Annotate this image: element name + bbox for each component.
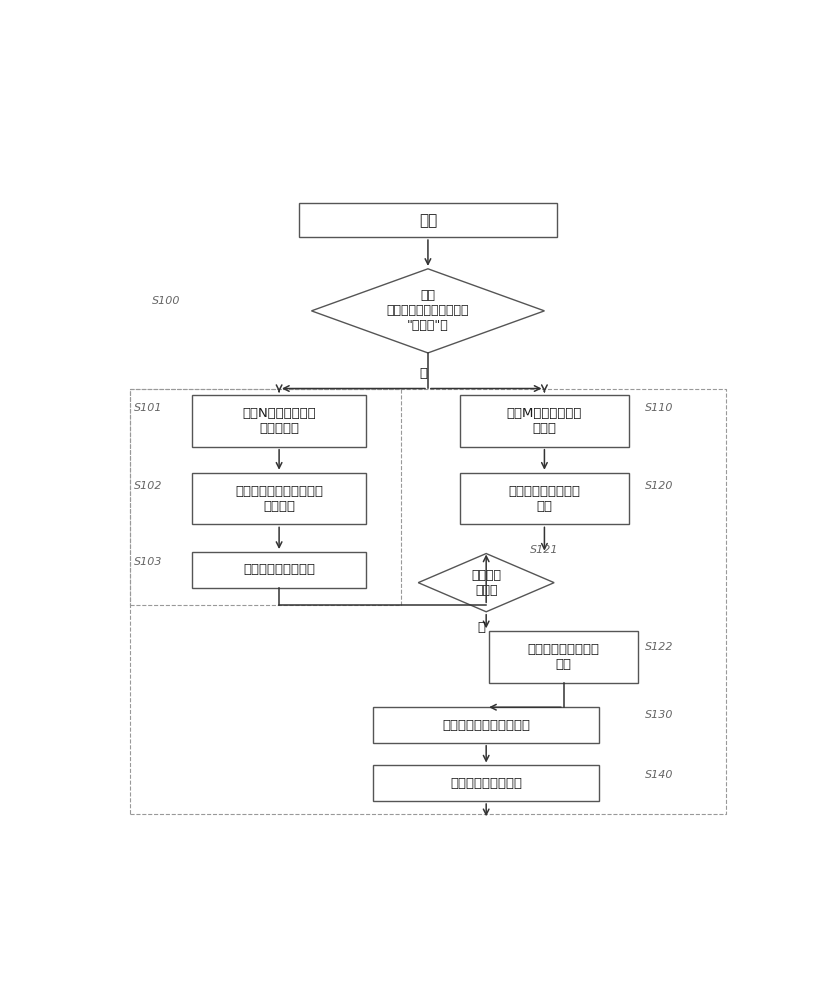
Text: 终端分发状态值更改: 终端分发状态值更改 [243,563,315,576]
FancyBboxPatch shape [299,203,558,237]
Text: 选择预定终端为来源
终端: 选择预定终端为来源 终端 [509,485,580,513]
Text: S140: S140 [645,770,674,780]
Text: 确定N个终端作为初
始目标终端: 确定N个终端作为初 始目标终端 [242,407,316,435]
FancyBboxPatch shape [460,473,629,524]
FancyBboxPatch shape [373,765,600,801]
Text: S101: S101 [134,403,163,413]
Text: 目标分发文件给目标终端: 目标分发文件给目标终端 [443,719,530,732]
Polygon shape [418,554,554,612]
Text: 目标终端
在线？: 目标终端 在线？ [471,569,501,597]
FancyBboxPatch shape [489,631,638,683]
Text: S100: S100 [152,296,180,306]
Text: 终端分发状态值更改: 终端分发状态值更改 [450,777,522,790]
Text: 是: 是 [477,621,485,634]
Text: S120: S120 [645,481,674,491]
Polygon shape [311,269,544,353]
Text: S122: S122 [645,642,674,652]
Text: S121: S121 [530,545,559,555]
Text: 开始: 开始 [419,213,437,228]
Text: S130: S130 [645,710,674,720]
Text: S102: S102 [134,481,163,491]
FancyBboxPatch shape [373,707,600,743]
Text: 传输目标分发文件给初始
目标终端: 传输目标分发文件给初始 目标终端 [235,485,323,513]
FancyBboxPatch shape [192,395,367,447]
FancyBboxPatch shape [192,473,367,524]
FancyBboxPatch shape [192,552,367,588]
Text: 是: 是 [419,367,428,380]
Text: 对应
所有终端分发状态值均为
"未分发"？: 对应 所有终端分发状态值均为 "未分发"？ [387,289,469,332]
Text: 向目标终端下发开机
指令: 向目标终端下发开机 指令 [528,643,600,671]
Text: S103: S103 [134,557,163,567]
Text: S110: S110 [645,403,674,413]
FancyBboxPatch shape [460,395,629,447]
Text: 确定M个终端作为目
标终端: 确定M个终端作为目 标终端 [507,407,582,435]
